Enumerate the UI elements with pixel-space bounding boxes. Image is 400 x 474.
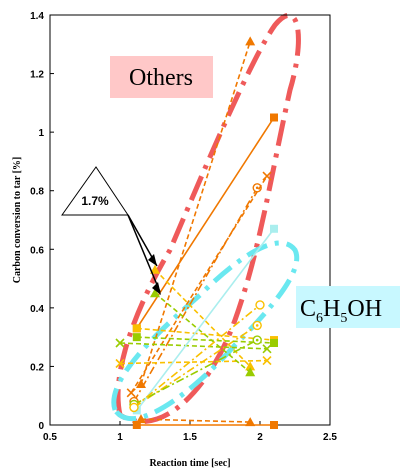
data-point	[115, 338, 125, 348]
series-line	[136, 228, 275, 411]
series-line	[154, 269, 251, 367]
y-tick-label: 0.4	[30, 304, 44, 315]
callout-arrowhead-2	[152, 282, 161, 295]
y-axis-title: Carbon conversion to tar [%]	[12, 157, 23, 283]
phenol-sub2: 5	[340, 311, 347, 326]
others-group-outline	[115, 12, 301, 424]
phenol-group-outline	[111, 240, 300, 422]
x-tick-label: 1	[117, 432, 123, 443]
phenol-oh: OH	[347, 296, 382, 322]
data-point-center	[255, 324, 259, 327]
data-point	[262, 356, 272, 366]
x-tick-label: 1.5	[183, 432, 197, 443]
data-point	[262, 171, 272, 181]
data-point	[255, 300, 265, 310]
others-label-box	[110, 56, 213, 98]
series-line	[133, 304, 261, 409]
series-layer	[115, 36, 278, 429]
x-axis-title: Reaction time [sec]	[149, 458, 230, 469]
data-point	[270, 113, 278, 122]
others-label: Others	[129, 65, 193, 91]
data-point	[245, 417, 256, 427]
series-3	[126, 171, 272, 398]
series-line	[119, 359, 268, 365]
series-line	[133, 187, 258, 402]
data-point	[132, 421, 141, 429]
data-point	[115, 358, 125, 369]
series-line	[140, 41, 251, 385]
x-tick-label: 0.5	[43, 432, 57, 443]
series-8	[115, 356, 272, 369]
series-14	[129, 300, 265, 413]
series-0	[132, 113, 278, 333]
series-9	[132, 333, 278, 347]
callout-label: 1.7%	[81, 194, 109, 208]
data-point	[132, 324, 141, 333]
series-7	[129, 320, 262, 413]
x-tick-label: 2.5	[323, 432, 337, 443]
series-6	[150, 264, 256, 371]
callout-triangle	[61, 166, 129, 216]
callout-arrowhead-1	[148, 254, 157, 266]
y-tick-label: 0	[38, 421, 44, 432]
x-tick-label: 2	[257, 432, 263, 443]
data-point	[262, 344, 272, 354]
data-point	[245, 361, 256, 371]
y-tick-label: 1.4	[30, 11, 44, 22]
data-point	[245, 367, 256, 377]
data-point-center	[255, 338, 259, 342]
y-tick-label: 0.8	[30, 187, 44, 198]
data-point	[270, 339, 278, 347]
series-12	[115, 338, 272, 354]
series-line	[136, 336, 275, 344]
data-point	[270, 421, 278, 429]
series-line	[119, 342, 268, 350]
phenol-sub1: 6	[316, 311, 323, 326]
data-point	[126, 388, 136, 398]
y-tick-label: 0.6	[30, 245, 44, 256]
phenol-c: C	[300, 296, 316, 322]
phenol-h: H	[323, 296, 340, 322]
data-point	[132, 333, 141, 342]
y-tick-label: 1.2	[30, 70, 44, 81]
data-point	[150, 264, 160, 274]
series-line	[140, 418, 251, 423]
data-point	[245, 36, 256, 46]
series-10	[150, 288, 256, 377]
series-line	[130, 175, 268, 394]
phenol-label: C6H5OH	[300, 296, 382, 326]
data-point	[150, 288, 160, 298]
data-point	[270, 224, 278, 233]
phenol-label-box	[296, 286, 400, 328]
series-line	[133, 339, 258, 406]
y-axis: 0 0.2 0.4 0.6 0.8 1 1.2 1.4	[30, 11, 54, 432]
callout-arrow-2	[127, 214, 161, 293]
series-line	[154, 292, 251, 373]
y-tick-label: 1	[38, 128, 44, 139]
data-point-center	[255, 186, 259, 190]
data-point	[136, 414, 146, 424]
y-tick-label: 0.2	[30, 362, 44, 373]
data-point	[129, 402, 139, 413]
series-15	[136, 414, 256, 427]
series-line	[133, 324, 258, 409]
